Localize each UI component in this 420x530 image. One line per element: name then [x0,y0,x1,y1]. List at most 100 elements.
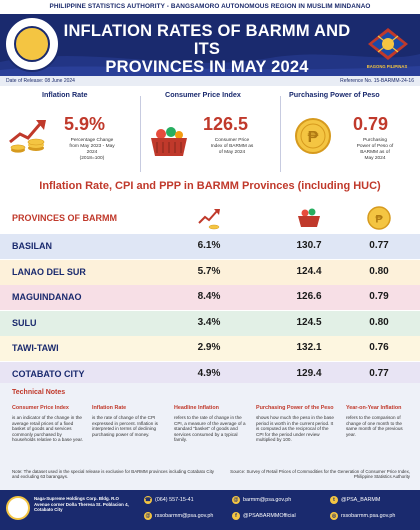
kpi-ppp-desc: Purchasing Power of Peso of BARMM as of … [345,138,405,162]
province-name: BASILAN [12,241,52,251]
province-name: MAGUINDANAO [12,292,82,303]
kpi-divider [280,96,281,172]
psa-seal-logo [4,16,60,72]
kpi-cpi-desc-2: Index of BARMM as [210,144,254,149]
banner-swoosh [0,14,420,76]
note-cpi: Consumer Price Index is an indicator of … [12,405,86,443]
province-name: COTABATO CITY [12,369,85,379]
table-row: SULU 3.4% 124.5 0.80 [0,310,420,336]
peso-coin-icon: ₱ [295,118,331,154]
kpi-ppp-desc-3: BARMM as of [360,150,390,155]
province-cpi-value: 124.4 [296,265,322,277]
row-band [0,259,420,285]
header-banner: INFLATION RATES OF BARMM AND ITS PROVINC… [0,14,420,76]
province-ppp-value: 0.80 [369,265,389,277]
shopping-basket-icon [151,127,187,156]
row-band [0,310,420,336]
facebook-icon: f [232,512,240,520]
province-inflation-value: 5.7% [197,265,221,277]
peso-column-icon: ₱ [367,206,391,230]
footer-facebook-text[interactable]: @PSABARMMOfficial [243,513,296,519]
note-cpi-heading: Consumer Price Index [12,405,69,411]
title-line-2: PROVINCES IN MAY 2024 [105,58,309,76]
footer-facebook[interactable]: f @PSABARMMOfficial [232,512,296,520]
footer-twitter[interactable]: t @PSA_BARMM [330,496,380,504]
rising-chart-coins-icon [9,120,46,153]
page-title: INFLATION RATES OF BARMM AND ITS PROVINC… [62,22,352,76]
note-inflation-heading: Inflation Rate [92,405,127,411]
phone-icon: ☎ [144,496,152,504]
footer-email-2[interactable]: @ barmm@psa.gov.ph [232,496,291,504]
inflation-column-icon [198,209,220,230]
note-cpi-text: is an indicator of the change in the ave… [12,415,83,443]
kpi-inflation-value: 5.9% [64,114,106,134]
cpi-column-icon [298,208,320,227]
note-yoy-text: refers to the comparison of change of on… [346,415,403,437]
twitter-icon: t [330,496,338,504]
footer: Naga-Supreme Holdings Corp. Bldg. R.O Av… [0,490,420,530]
kpi-ppp-desc-1: Purchasing [363,138,387,143]
province-cpi-value: 130.7 [296,240,322,251]
footer-email-2-text[interactable]: barmm@psa.gov.ph [243,497,292,503]
email-icon: @ [144,512,152,520]
footer-website-text[interactable]: rssobarmm.psa.gov.ph [341,513,396,519]
kpi-cpi-desc-3: of May 2024 [218,150,246,155]
footer-address: Naga-Supreme Holdings Corp. Bldg. R.O Av… [34,496,129,513]
province-cpi-value: 132.1 [296,342,322,354]
province-name: TAWI-TAWI [12,343,59,354]
note-ppp: Purchasing Power of the Peso shows how m… [256,405,336,443]
kpi-ppp-desc-2: Power of Peso of [356,144,394,149]
note-inflation-text: is the rate of change of the CPI express… [92,415,158,437]
province-ppp-value: 0.76 [369,342,389,354]
kpi-ppp-value: 0.79 [353,114,389,134]
provinces-table-header: PROVINCES OF BARMM ₱ [0,204,420,232]
kpi-inflation-title: Inflation Rate [42,90,88,99]
provinces-section-title: Inflation Rate, CPI and PPP in BARMM Pro… [39,180,381,192]
row-band [0,285,420,311]
technical-notes-title: Technical Notes [12,389,66,396]
row-band [0,362,420,387]
release-info-bar: Date of Release: 08 June 2024 Reference … [0,76,420,86]
note-headline-text: refers to the rate of change in the CPI,… [174,415,246,443]
province-name: LANAO DEL SUR [12,266,86,277]
province-ppp-value: 0.79 [369,291,389,303]
note-yoy-heading: Year-on-Year Inflation [346,405,402,411]
province-ppp-value: 0.77 [369,368,389,379]
province-ppp-value: 0.80 [369,316,389,328]
technical-notes: Technical Notes Consumer Price Index is … [0,383,420,490]
table-row: COTABATO CITY 4.9% 129.4 0.77 [0,362,420,387]
agency-bar: PHILIPPINE STATISTICS AUTHORITY - BANGSA… [0,0,420,14]
note-inflation-rate: Inflation Rate is the rate of change of … [92,405,166,437]
date-of-release: Date of Release: 08 June 2024 [6,78,75,84]
kpi-ppp-title: Purchasing Power of Peso [289,90,380,99]
kpi-divider [140,96,141,172]
kpi-ppp-desc-4: May 2024 [364,156,386,161]
kpi-inflation-desc-1: Percentage Change [70,138,114,143]
table-row: MAGUINDANAO 8.4% 126.6 0.79 [0,285,420,311]
footer-phone-text: (064) 557-15-41 [155,497,194,503]
kpi-inflation-desc-3: 2024 [86,150,98,155]
province-cpi-value: 126.6 [296,291,322,303]
note-yoy: Year-on-Year Inflation refers to the com… [346,405,412,437]
province-cpi-value: 129.4 [296,368,322,379]
province-inflation-value: 2.9% [197,342,221,354]
reference-number: Reference No. 15-BARMM-24-16 [340,78,414,84]
svg-text:₱: ₱ [308,129,319,146]
footer-email-1[interactable]: @ rssobarmm@psa.gov.ph [144,512,213,520]
footer-twitter-text[interactable]: @PSA_BARMM [341,497,381,503]
row-band [0,234,420,259]
footer-email-1-text[interactable]: rssobarmm@psa.gov.ph [155,513,214,519]
footer-website[interactable]: ◎ rssobarmm.psa.gov.ph [330,512,395,520]
kpi-cpi: Consumer Price Index 126.5 Consumer Pric… [141,90,280,176]
svg-text:₱: ₱ [375,214,383,226]
note-headline-heading: Headline Inflation [174,405,219,411]
row-band [0,336,420,362]
dataset-note: Note: The dataset used in the special re… [12,469,214,480]
kpi-inflation-desc: Percentage Change from May 2023 - May 20… [52,138,132,162]
note-ppp-text: shows how much the peso in the base peri… [256,415,334,443]
province-inflation-value: 8.4% [197,291,221,303]
kpi-inflation-desc-4: (2018=100) [79,156,105,161]
footer-psa-logo [6,496,30,520]
province-inflation-value: 3.4% [197,316,221,328]
province-inflation-value: 6.1% [197,240,221,251]
